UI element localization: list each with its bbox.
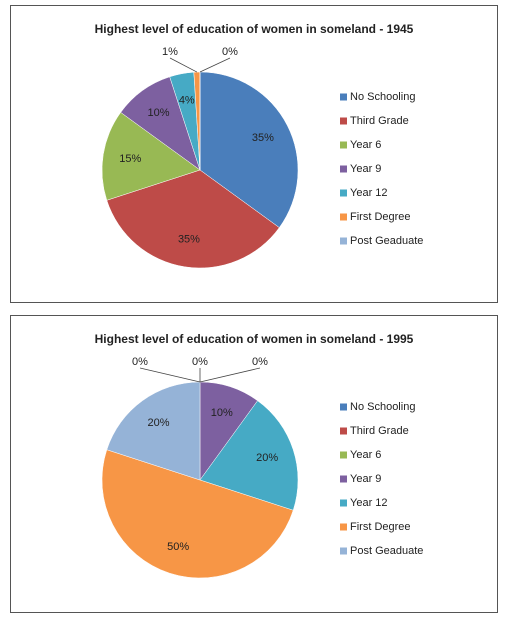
legend-swatch xyxy=(340,93,347,101)
legend-swatch xyxy=(340,189,347,197)
data-label: 10% xyxy=(148,107,170,119)
leader-line xyxy=(199,367,261,383)
pie-slice xyxy=(106,381,201,481)
legend-label: No Schooling xyxy=(350,91,415,103)
legend-swatch xyxy=(340,451,347,459)
legend-swatch xyxy=(340,141,347,149)
legend-label: Post Geaduate xyxy=(350,545,423,557)
legend-label: First Degree xyxy=(350,521,411,533)
data-label: 35% xyxy=(178,234,200,246)
legend-label: Year 9 xyxy=(350,163,381,175)
chart: Highest level of education of women in s… xyxy=(10,5,498,303)
data-label: 0% xyxy=(222,46,238,58)
data-label: 15% xyxy=(119,153,141,165)
legend-swatch xyxy=(340,499,347,507)
pie-slice xyxy=(199,400,299,511)
data-label: 4% xyxy=(179,95,195,107)
legend-label: First Degree xyxy=(350,211,411,223)
legend-swatch xyxy=(340,213,347,221)
legend-swatch xyxy=(340,475,347,483)
legend-label: Year 9 xyxy=(350,473,381,485)
pie-slice xyxy=(101,449,294,579)
chart-title: Highest level of education of women in s… xyxy=(95,22,414,36)
chart-title: Highest level of education of women in s… xyxy=(95,332,414,346)
data-label: 0% xyxy=(132,356,148,368)
pie-slice xyxy=(106,169,280,269)
data-label: 20% xyxy=(256,452,278,464)
legend-label: Year 6 xyxy=(350,449,381,461)
legend-swatch xyxy=(340,403,347,411)
data-label: 1% xyxy=(162,46,178,58)
data-label: 10% xyxy=(211,407,233,419)
leader-line xyxy=(139,367,201,383)
pie-slice xyxy=(199,71,299,228)
data-label: 20% xyxy=(148,417,170,429)
leader-line xyxy=(199,57,231,73)
legend-label: No Schooling xyxy=(350,401,415,413)
legend-label: Year 12 xyxy=(350,497,388,509)
legend-label: Third Grade xyxy=(350,115,409,127)
legend-swatch xyxy=(340,427,347,435)
legend-label: Year 12 xyxy=(350,187,388,199)
data-label: 50% xyxy=(167,541,189,553)
legend-swatch xyxy=(340,117,347,125)
leader-line xyxy=(169,57,198,73)
data-label: 35% xyxy=(252,132,274,144)
legend-label: Year 6 xyxy=(350,139,381,151)
legend-label: Post Geaduate xyxy=(350,235,423,247)
legend-swatch xyxy=(340,237,347,245)
legend-swatch xyxy=(340,547,347,555)
legend-swatch xyxy=(340,523,347,531)
legend-swatch xyxy=(340,165,347,173)
data-label: 0% xyxy=(252,356,268,368)
pie-slice xyxy=(101,112,201,201)
chart: Highest level of education of women in s… xyxy=(10,315,498,613)
legend-label: Third Grade xyxy=(350,425,409,437)
data-label: 0% xyxy=(192,356,208,368)
